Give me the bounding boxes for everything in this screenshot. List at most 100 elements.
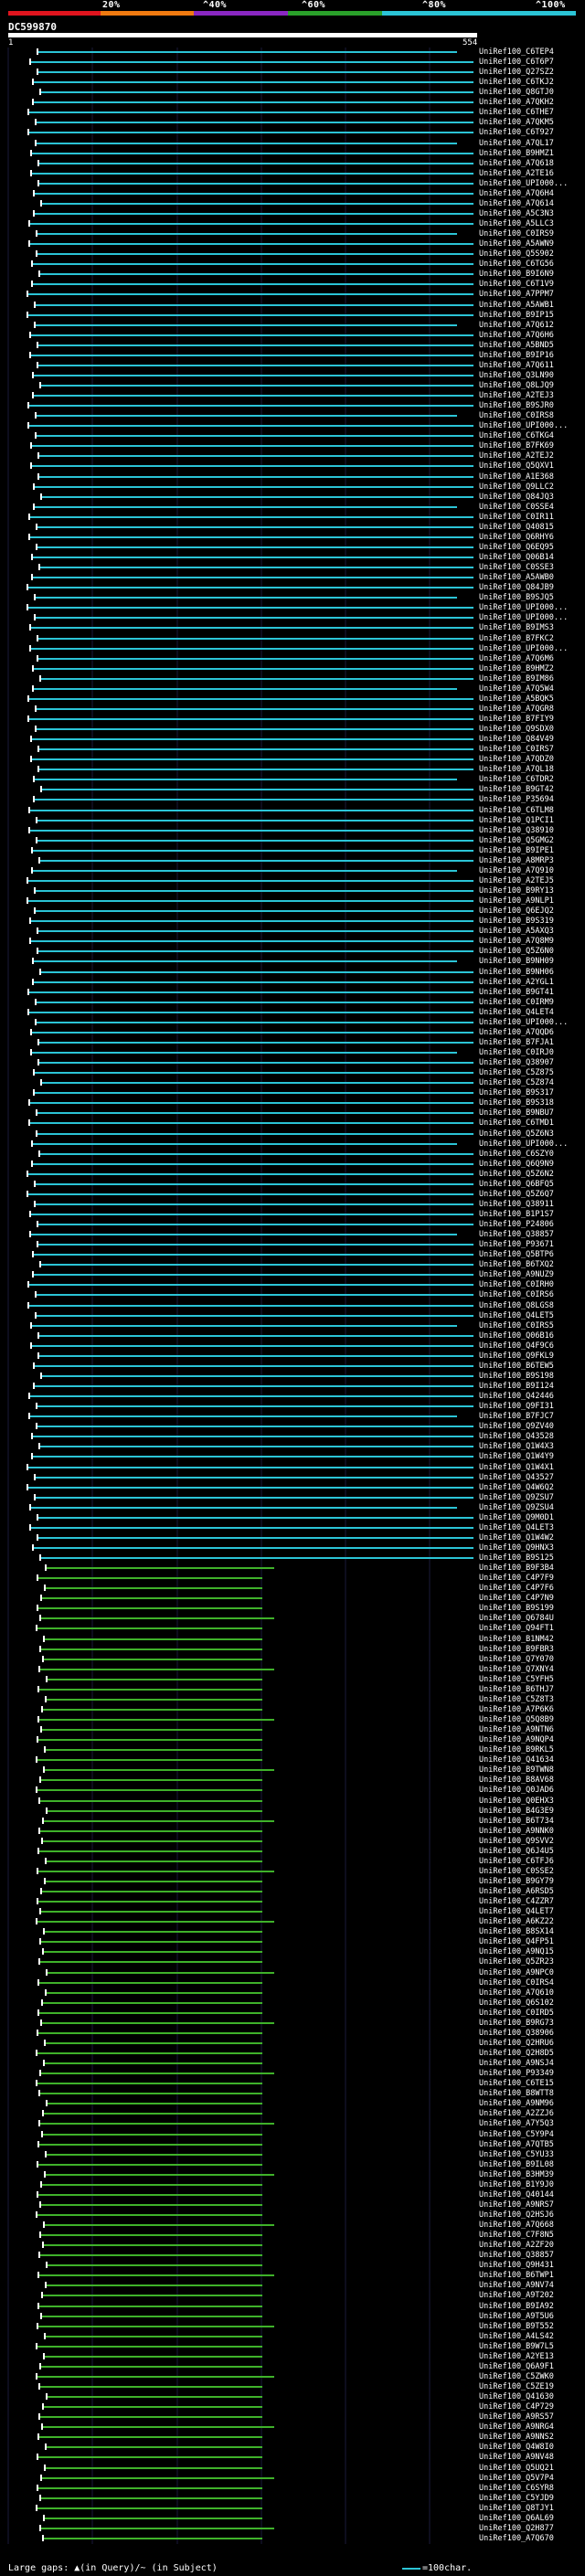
hit-label[interactable]: UniRef100_B9I124 [479,1382,554,1392]
hit-label[interactable]: UniRef100_Q4F9C6 [479,1341,554,1351]
hit-label[interactable]: UniRef100_C5Z875 [479,1068,554,1078]
hit-label[interactable]: UniRef100_Q84JB9 [479,583,554,593]
hit-label[interactable]: UniRef100_Q43527 [479,1472,554,1482]
hit-label[interactable]: UniRef100_B9GT41 [479,987,554,997]
hit-label[interactable]: UniRef100_Q41634 [479,1755,554,1765]
hit-label[interactable]: UniRef100_Q41630 [479,2392,554,2402]
hit-label[interactable]: UniRef100_C6T1V9 [479,280,554,290]
hit-label[interactable]: UniRef100_C0IRD5 [479,2008,554,2018]
hit-label[interactable]: UniRef100_A9NM96 [479,2099,554,2109]
hit-label[interactable]: UniRef100_Q38906 [479,2028,554,2038]
hit-label[interactable]: UniRef100_A5C3N3 [479,208,554,218]
hit-label[interactable]: UniRef100_C5Z8T3 [479,1694,554,1704]
hit-label[interactable]: UniRef100_B9TWN8 [479,1765,554,1776]
hit-label[interactable]: UniRef100_C0IRS4 [479,1977,554,1988]
hit-label[interactable]: UniRef100_B1P1S7 [479,1209,554,1219]
hit-label[interactable]: UniRef100_B9GY79 [479,1876,554,1886]
hit-label[interactable]: UniRef100_C0IRS7 [479,745,554,755]
hit-label[interactable]: UniRef100_A7QTB5 [479,2139,554,2149]
hit-label[interactable]: UniRef100_A9NPC0 [479,1967,554,1977]
hit-label[interactable]: UniRef100_C6T927 [479,128,554,138]
hit-label[interactable]: UniRef100_UPI000... [479,1017,569,1027]
hit-label[interactable]: UniRef100_Q8TJY1 [479,2503,554,2513]
hit-label[interactable]: UniRef100_A2YGL1 [479,977,554,987]
hit-label[interactable]: UniRef100_Q6AL69 [479,2513,554,2523]
hit-label[interactable]: UniRef100_Q9HNX3 [479,1542,554,1553]
hit-label[interactable]: UniRef100_C0SSE2 [479,1866,554,1876]
hit-label[interactable]: UniRef100_Q2H8D5 [479,2049,554,2059]
hit-label[interactable]: UniRef100_B1NM42 [479,1634,554,1644]
hit-label[interactable]: UniRef100_A7Q610 [479,1988,554,1998]
hit-label[interactable]: UniRef100_C5YJD9 [479,2493,554,2503]
hit-label[interactable]: UniRef100_Q38907 [479,1058,554,1068]
hit-label[interactable]: UniRef100_B9RG73 [479,2018,554,2028]
hit-label[interactable]: UniRef100_A7Q5W4 [479,684,554,694]
hit-label[interactable]: UniRef100_C5Z874 [479,1078,554,1088]
hit-label[interactable]: UniRef100_UPI000... [479,178,569,188]
hit-label[interactable]: UniRef100_B9I6N9 [479,270,554,280]
hit-label[interactable]: UniRef100_Q7XNY4 [479,1664,554,1674]
hit-label[interactable]: UniRef100_Q9ZSU7 [479,1492,554,1502]
hit-label[interactable]: UniRef100_B9NH06 [479,967,554,977]
hit-label[interactable]: UniRef100_Q1W4Y9 [479,1452,554,1462]
hit-label[interactable]: UniRef100_A2ZZJ6 [479,2109,554,2119]
hit-label[interactable]: UniRef100_Q9ZSU4 [479,1502,554,1512]
hit-label[interactable]: UniRef100_C5ZE19 [479,2382,554,2392]
hit-label[interactable]: UniRef100_Q6EJQ2 [479,906,554,917]
hit-label[interactable]: UniRef100_B9IPE1 [479,845,554,855]
hit-label[interactable]: UniRef100_A6RSD5 [479,1887,554,1897]
hit-label[interactable]: UniRef100_B9S317 [479,1088,554,1098]
hit-label[interactable]: UniRef100_Q9SVV2 [479,1836,554,1846]
hit-label[interactable]: UniRef100_A7Q6H4 [479,188,554,198]
hit-label[interactable]: UniRef100_Q4LET7 [479,1907,554,1917]
hit-label[interactable]: UniRef100_C0SSE3 [479,563,554,573]
hit-label[interactable]: UniRef100_A9NRS7 [479,2200,554,2210]
hit-label[interactable]: UniRef100_Q38910 [479,825,554,835]
hit-label[interactable]: UniRef100_Q4LET5 [479,1310,554,1320]
hit-label[interactable]: UniRef100_A2YE13 [479,2351,554,2361]
hit-label[interactable]: UniRef100_Q5GMG2 [479,835,554,845]
hit-label[interactable]: UniRef100_Q2H877 [479,2523,554,2533]
hit-label[interactable]: UniRef100_B9IP16 [479,350,554,360]
hit-label[interactable]: UniRef100_A7QDZ0 [479,755,554,765]
hit-label[interactable]: UniRef100_C0SSE4 [479,502,554,512]
hit-label[interactable]: UniRef100_B9W7L5 [479,2341,554,2351]
hit-label[interactable]: UniRef100_C6TG56 [479,260,554,270]
hit-label[interactable]: UniRef100_Q8GTJ0 [479,88,554,98]
hit-label[interactable]: UniRef100_A7QL18 [479,765,554,775]
hit-label[interactable]: UniRef100_Q5S902 [479,249,554,260]
hit-label[interactable]: UniRef100_C0IRH0 [479,1280,554,1290]
hit-label[interactable]: UniRef100_Q84V49 [479,735,554,745]
hit-label[interactable]: UniRef100_B9S319 [479,917,554,927]
hit-label[interactable]: UniRef100_B6TWP1 [479,2271,554,2281]
hit-label[interactable]: UniRef100_Q5BTP6 [479,1250,554,1260]
hit-label[interactable]: UniRef100_Q9FI31 [479,1402,554,1412]
hit-label[interactable]: UniRef100_A9NNK0 [479,1826,554,1836]
hit-label[interactable]: UniRef100_A9RS57 [479,2412,554,2422]
hit-label[interactable]: UniRef100_A9NTN6 [479,1725,554,1735]
hit-label[interactable]: UniRef100_C6TFJ6 [479,1856,554,1866]
hit-label[interactable]: UniRef100_C6THE7 [479,108,554,118]
hit-label[interactable]: UniRef100_A9NRG4 [479,2422,554,2433]
hit-label[interactable]: UniRef100_B6THJ7 [479,1684,554,1694]
hit-label[interactable]: UniRef100_UPI000... [479,421,569,431]
hit-label[interactable]: UniRef100_C5YFH5 [479,1674,554,1684]
hit-label[interactable]: UniRef100_A6KZ22 [479,1917,554,1927]
hit-label[interactable]: UniRef100_A9NLP1 [479,896,554,906]
hit-label[interactable]: UniRef100_A7Q910 [479,865,554,875]
hit-label[interactable]: UniRef100_B7FK69 [479,441,554,451]
hit-label[interactable]: UniRef100_C0IRM9 [479,997,554,1007]
hit-label[interactable]: UniRef100_C6SYR8 [479,2483,554,2493]
hit-label[interactable]: UniRef100_B7FKC2 [479,633,554,643]
hit-label[interactable]: UniRef100_A7Q612 [479,320,554,330]
hit-label[interactable]: UniRef100_Q27SZ2 [479,68,554,78]
hit-label[interactable]: UniRef100_C4P729 [479,2402,554,2412]
hit-label[interactable]: UniRef100_Q6Q9N9 [479,1159,554,1169]
hit-label[interactable]: UniRef100_A5AWB1 [479,300,554,310]
hit-label[interactable]: UniRef100_Q9H431 [479,2261,554,2271]
hit-label[interactable]: UniRef100_Q9ZV40 [479,1422,554,1432]
hit-label[interactable]: UniRef100_Q38911 [479,1199,554,1209]
hit-label[interactable]: UniRef100_A1E368 [479,472,554,482]
hit-label[interactable]: UniRef100_A5AWB0 [479,573,554,583]
hit-label[interactable]: UniRef100_B7FJC7 [479,1412,554,1422]
